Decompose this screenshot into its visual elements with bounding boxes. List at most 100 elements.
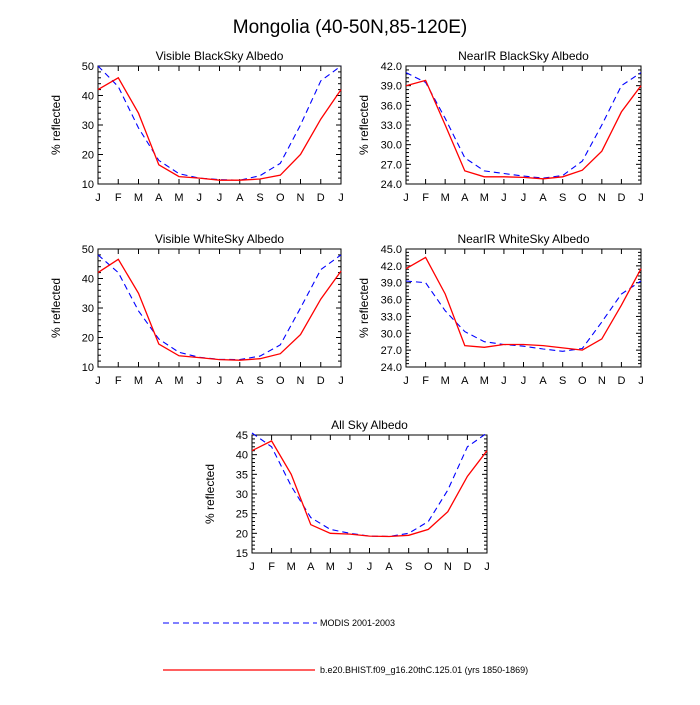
- series-line-modis: [97, 65, 342, 181]
- y-tick-label: 30: [82, 303, 94, 315]
- x-tick-label: A: [236, 375, 244, 387]
- x-tick-label: J: [197, 192, 203, 204]
- x-tick-label: O: [578, 375, 587, 387]
- y-axis-label: % reflected: [357, 95, 371, 155]
- y-tick-label: 40: [236, 450, 248, 462]
- x-tick-label: J: [197, 375, 203, 387]
- y-tick-label: 40: [82, 91, 94, 103]
- y-tick-label: 36.0: [381, 100, 402, 112]
- x-tick-label: J: [521, 375, 527, 387]
- series-line-modis: [405, 72, 642, 179]
- y-tick-label: 24.0: [381, 179, 402, 191]
- plot-frame: [251, 434, 488, 554]
- x-tick-label: J: [95, 375, 101, 387]
- y-tick-label: 50: [82, 244, 94, 256]
- x-tick-label: M: [134, 192, 143, 204]
- panel-title: NearIR WhiteSky Albedo: [457, 232, 589, 246]
- x-tick-label: S: [256, 375, 263, 387]
- y-axis-label: % reflected: [49, 278, 63, 338]
- x-tick-label: O: [424, 561, 433, 573]
- x-tick-label: N: [297, 375, 305, 387]
- x-tick-label: J: [347, 561, 353, 573]
- plot-frame: [405, 65, 642, 185]
- x-tick-label: S: [559, 375, 566, 387]
- x-tick-label: J: [95, 192, 101, 204]
- x-tick-label: S: [256, 192, 263, 204]
- y-tick-label: 27.0: [381, 345, 402, 357]
- x-tick-label: A: [155, 375, 163, 387]
- x-tick-label: J: [217, 192, 223, 204]
- y-tick-label: 27.0: [381, 159, 402, 171]
- y-tick-label: 35: [236, 469, 248, 481]
- y-axis-label: % reflected: [203, 464, 217, 524]
- y-tick-label: 20: [236, 528, 248, 540]
- x-tick-label: M: [480, 375, 489, 387]
- y-tick-label: 39.0: [381, 278, 402, 290]
- y-tick-label: 15: [236, 548, 248, 560]
- y-tick-label: 20: [82, 333, 94, 345]
- legend-label-2: b.e20.BHIST.f09_g16.20thC.125.01 (yrs 18…: [320, 665, 528, 675]
- panel-title: Visible WhiteSky Albedo: [155, 232, 285, 246]
- x-tick-label: J: [403, 375, 409, 387]
- x-tick-label: A: [155, 192, 163, 204]
- y-tick-label: 30: [236, 489, 248, 501]
- y-tick-label: 33.0: [381, 120, 402, 132]
- x-tick-label: A: [539, 375, 547, 387]
- legend: MODIS 2001-2003 b.e20.BHIST.f09_g16.20thC…: [163, 618, 528, 675]
- x-tick-label: M: [441, 375, 450, 387]
- legend-label-1: MODIS 2001-2003: [320, 618, 395, 628]
- x-tick-label: M: [134, 375, 143, 387]
- y-tick-label: 36.0: [381, 295, 402, 307]
- x-tick-label: N: [598, 192, 606, 204]
- panel-title: Visible BlackSky Albedo: [156, 49, 284, 63]
- x-tick-label: J: [638, 192, 644, 204]
- panel-title: All Sky Albedo: [331, 418, 408, 432]
- x-tick-label: M: [174, 192, 183, 204]
- x-tick-label: M: [480, 192, 489, 204]
- x-tick-label: F: [422, 375, 429, 387]
- x-tick-label: A: [385, 561, 393, 573]
- y-tick-label: 45.0: [381, 244, 402, 256]
- series-line-model: [97, 76, 342, 181]
- plot-frame: [97, 248, 342, 368]
- series-line-model: [405, 79, 642, 180]
- x-tick-label: D: [463, 561, 471, 573]
- plot-frame: [405, 248, 642, 368]
- y-axis-label: % reflected: [357, 278, 371, 338]
- x-tick-label: D: [617, 192, 625, 204]
- x-tick-label: J: [521, 192, 527, 204]
- y-tick-label: 24.0: [381, 362, 402, 374]
- x-tick-label: J: [403, 192, 409, 204]
- y-tick-label: 30.0: [381, 328, 402, 340]
- x-tick-label: F: [268, 561, 275, 573]
- x-tick-label: J: [501, 192, 507, 204]
- y-tick-label: 10: [82, 179, 94, 191]
- y-tick-label: 30.0: [381, 140, 402, 152]
- x-tick-label: N: [297, 192, 305, 204]
- y-tick-label: 50: [82, 61, 94, 73]
- y-tick-label: 30: [82, 120, 94, 132]
- series-line-modis: [251, 432, 488, 538]
- y-tick-label: 10: [82, 362, 94, 374]
- x-tick-label: O: [578, 192, 587, 204]
- x-tick-label: J: [217, 375, 223, 387]
- series-line-model: [97, 258, 342, 361]
- x-tick-label: S: [405, 561, 412, 573]
- y-tick-label: 25: [236, 509, 248, 521]
- x-tick-label: D: [317, 375, 325, 387]
- x-tick-label: F: [115, 192, 122, 204]
- x-tick-label: J: [484, 561, 490, 573]
- x-tick-label: A: [307, 561, 315, 573]
- y-tick-label: 40: [82, 274, 94, 286]
- y-tick-label: 20: [82, 150, 94, 162]
- x-tick-label: J: [367, 561, 373, 573]
- x-tick-label: F: [115, 375, 122, 387]
- y-axis-label: % reflected: [49, 95, 63, 155]
- y-tick-label: 42.0: [381, 261, 402, 273]
